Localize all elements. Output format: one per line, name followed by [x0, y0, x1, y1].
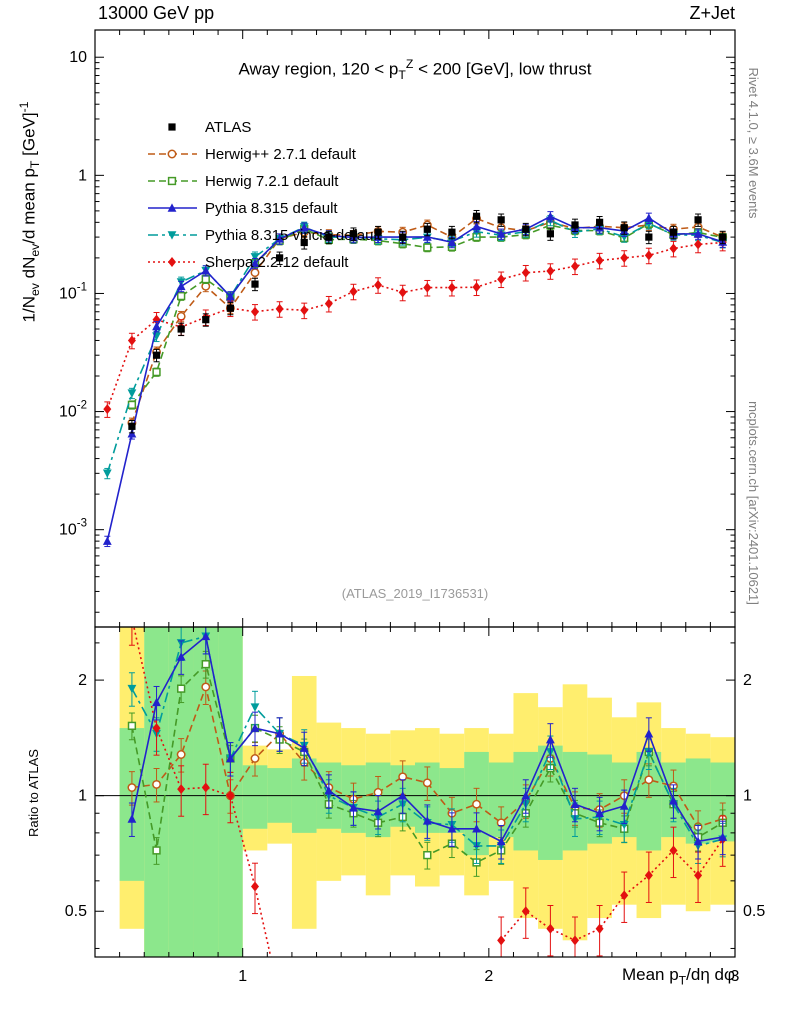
- x-axis-label: Mean pT/dη dφ: [621, 965, 735, 988]
- ratio-tick-label: 2: [743, 672, 752, 689]
- y-tick-label: 10-3: [59, 518, 87, 539]
- ratio-tick-label: 0.5: [65, 903, 87, 920]
- legend: ATLAS Herwig++ 2.7.1 default Herwig 7.2.1 …: [148, 119, 382, 271]
- y-tick-label: 10: [69, 49, 87, 66]
- mcplots-reference-caption: mcplots.cern.ch [arXiv:2401.10621]: [746, 401, 762, 605]
- x-tick-label: 3: [731, 968, 740, 985]
- ratio-tick-label: 0.5: [743, 903, 765, 920]
- process-label: Z+Jet: [689, 3, 735, 23]
- ratio-uncertainty-bands: [119, 627, 735, 957]
- y-tick-label: 10-2: [59, 400, 87, 421]
- plot-title: Away region, 120 < pTZ < 200 [GeV], low …: [238, 57, 592, 83]
- ratio-tick-label: 2: [78, 672, 87, 689]
- ratio-tick-label: 1: [78, 788, 87, 805]
- series-vincia-main: [102, 214, 728, 480]
- legend-label-sherpa: Sherpa 2.2.12 default: [205, 254, 349, 271]
- legend-label-herwig7: Herwig 7.2.1 default: [205, 173, 339, 190]
- y-tick-label: 10-1: [59, 281, 87, 302]
- legend-label-vincia: Pythia 8.315 vincia-default: [205, 227, 382, 244]
- y-tick-label: 1: [78, 167, 87, 184]
- main-panel-frame: [94, 29, 736, 628]
- analysis-id-watermark: (ATLAS_2019_I1736531): [341, 585, 489, 601]
- series-pythia-ratio: [127, 627, 728, 860]
- legend-label-herwigpp: Herwig++ 2.7.1 default: [205, 146, 357, 163]
- series-sherpa-ratio: [128, 627, 727, 957]
- series-atlas-main: [128, 209, 727, 434]
- ratio-axis-label: Ratio to ATLAS: [25, 749, 41, 837]
- legend-label-pythia: Pythia 8.315 default: [205, 200, 338, 217]
- x-tick-label: 1: [238, 968, 247, 985]
- series-sherpa-main: [103, 234, 727, 418]
- beam-energy-label: 13000 GeV pp: [98, 3, 215, 23]
- legend-label-atlas: ATLAS: [205, 119, 251, 136]
- rivet-version-caption: Rivet 4.1.0, ≥ 3.6M events: [746, 67, 762, 219]
- y-axis-label: 1/Nev dNev/d mean pT [GeV]-1: [16, 101, 42, 323]
- x-tick-label: 2: [484, 968, 493, 985]
- series-pythia-main: [102, 211, 728, 548]
- series-herwig7-main: [127, 219, 727, 410]
- ratio-tick-label: 1: [743, 788, 752, 805]
